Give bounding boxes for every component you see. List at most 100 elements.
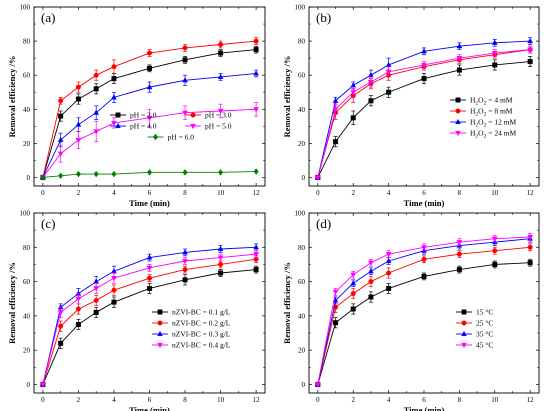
legend-marker bbox=[455, 130, 461, 137]
y-tick-label: 0 bbox=[302, 174, 306, 182]
data-point bbox=[314, 175, 321, 181]
legend-item: H2O2 = 4 mM bbox=[450, 96, 513, 107]
data-point bbox=[491, 39, 498, 45]
data-point bbox=[253, 38, 259, 44]
data-point bbox=[58, 172, 64, 180]
data-point bbox=[456, 267, 462, 273]
legend-label: H2O2 = 12 mM bbox=[470, 118, 517, 129]
x-tick-label: 4 bbox=[112, 396, 116, 404]
data-point bbox=[40, 382, 46, 388]
legend-marker bbox=[157, 320, 163, 326]
data-point bbox=[93, 297, 99, 303]
legend-label: nZVI-BC = 0.4 g/L bbox=[172, 341, 231, 350]
legend-item: 45 °C bbox=[456, 341, 493, 350]
data-point bbox=[182, 57, 188, 63]
legend: pH = 2.0 pH = 3.0 pH = 4.0 pH = 5.0 pH = 6.0 bbox=[110, 111, 232, 142]
legend-marker bbox=[190, 112, 196, 118]
y-axis-title: Removal efficiency /% bbox=[282, 56, 292, 138]
x-tick-label: 12 bbox=[527, 189, 535, 197]
data-point bbox=[93, 278, 100, 284]
data-point bbox=[368, 294, 374, 300]
data-point bbox=[147, 65, 152, 71]
x-tick-label: 0 bbox=[316, 396, 320, 404]
y-tick-label: 100 bbox=[295, 4, 306, 12]
chart-panel-b: 0 2 4 6 8 10 12 0 20 40 60 80 100 Time (min) Removal e… bbox=[282, 4, 540, 208]
data-point bbox=[75, 170, 81, 178]
data-point bbox=[527, 37, 534, 44]
legend-label: H2O2 = 24 mM bbox=[470, 129, 517, 140]
data-point bbox=[111, 170, 117, 178]
data-point bbox=[350, 90, 357, 96]
y-tick-label: 80 bbox=[23, 244, 31, 252]
legend-label: 45 °C bbox=[476, 341, 493, 350]
x-tick-label: 4 bbox=[112, 189, 116, 197]
data-point bbox=[182, 249, 188, 255]
data-point bbox=[57, 151, 64, 157]
data-point bbox=[182, 169, 188, 176]
x-tick-label: 8 bbox=[183, 189, 187, 197]
legend-marker bbox=[115, 112, 121, 118]
legend-item: 15 °C bbox=[456, 308, 493, 317]
legend-item: H2O2 = 24 mM bbox=[450, 129, 517, 140]
data-point bbox=[491, 236, 498, 242]
legend-label: H2O2 = 8 mM bbox=[470, 107, 513, 118]
data-point bbox=[253, 168, 259, 175]
x-axis-title: Time (min) bbox=[404, 198, 445, 208]
legend-label: pH = 6.0 bbox=[168, 133, 195, 142]
x-tick-label: 10 bbox=[217, 396, 225, 404]
x-axis-title: Time (min) bbox=[129, 198, 170, 208]
data-point bbox=[350, 272, 357, 278]
data-point bbox=[368, 260, 374, 266]
data-point bbox=[527, 47, 534, 53]
data-point bbox=[147, 285, 152, 291]
y-tick-label: 0 bbox=[27, 174, 31, 182]
chart-panel-c: 0 2 4 6 8 10 12 0 20 40 60 80 100 Time (min) Removal e… bbox=[7, 210, 266, 411]
series-line bbox=[317, 246, 531, 385]
panel-label: (b) bbox=[316, 10, 331, 25]
series-3 bbox=[40, 250, 259, 388]
legend-label: 25 °C bbox=[476, 319, 493, 328]
data-point bbox=[75, 84, 81, 90]
legend-label: 15 °C bbox=[476, 308, 493, 317]
data-point bbox=[253, 244, 259, 250]
data-point bbox=[182, 258, 188, 265]
series-1 bbox=[315, 243, 533, 387]
data-point bbox=[253, 267, 259, 273]
data-point bbox=[111, 120, 117, 127]
y-tick-label: 40 bbox=[23, 106, 31, 114]
y-tick-label: 40 bbox=[23, 312, 31, 320]
y-tick-label: 100 bbox=[295, 210, 306, 218]
legend-label: pH = 3.0 bbox=[205, 111, 232, 120]
legend-item: nZVI-BC = 0.4 g/L bbox=[152, 341, 231, 350]
data-point bbox=[368, 98, 374, 104]
x-tick-label: 2 bbox=[351, 396, 355, 404]
data-point bbox=[182, 110, 188, 116]
series-4 bbox=[40, 168, 259, 181]
legend-item: pH = 4.0 bbox=[110, 122, 157, 131]
legend-label: pH = 2.0 bbox=[130, 111, 157, 120]
data-point bbox=[217, 108, 224, 115]
series-0 bbox=[315, 258, 533, 387]
y-tick-label: 80 bbox=[23, 38, 31, 46]
legend-marker bbox=[461, 342, 467, 349]
data-point bbox=[93, 286, 100, 292]
y-tick-label: 60 bbox=[23, 278, 31, 286]
y-tick-label: 20 bbox=[298, 347, 306, 355]
data-point bbox=[57, 310, 64, 316]
data-point bbox=[58, 113, 64, 119]
data-point bbox=[527, 59, 533, 65]
data-point bbox=[492, 62, 498, 68]
data-point bbox=[492, 261, 498, 267]
y-axis-title: Removal efficiency /% bbox=[7, 262, 17, 344]
x-tick-label: 0 bbox=[41, 396, 45, 404]
x-tick-label: 12 bbox=[253, 396, 261, 404]
data-point bbox=[368, 79, 374, 86]
series-3 bbox=[40, 102, 259, 181]
data-point bbox=[111, 299, 117, 305]
data-point bbox=[253, 47, 259, 53]
data-point bbox=[75, 321, 81, 327]
data-point bbox=[368, 279, 374, 285]
x-tick-label: 2 bbox=[351, 189, 355, 197]
